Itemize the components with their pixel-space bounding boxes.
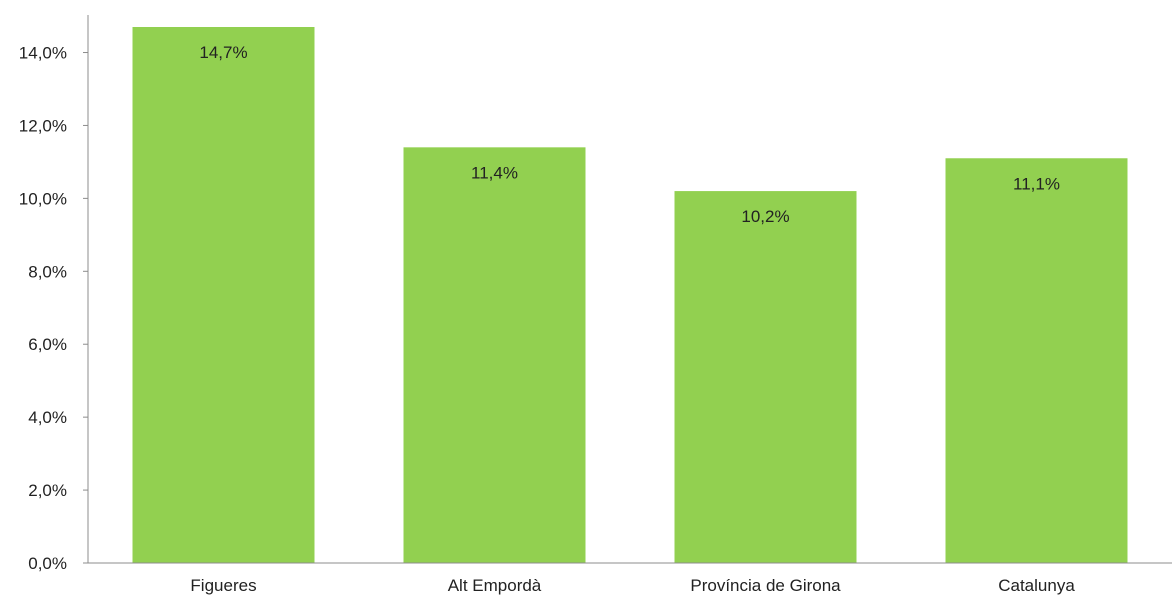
data-labels: 14,7% 11,4% 10,2% 11,1%: [199, 43, 1060, 226]
bar-data-label: 14,7%: [199, 43, 247, 62]
bar: [945, 158, 1128, 563]
bar-data-label: 10,2%: [741, 207, 789, 226]
x-category-label: Província de Girona: [690, 576, 841, 595]
y-tick-label: 12,0%: [19, 116, 67, 135]
y-tick-label: 10,0%: [19, 189, 67, 208]
y-tick-label: 14,0%: [19, 44, 67, 63]
x-category-label: Figueres: [190, 576, 256, 595]
bar: [132, 27, 315, 563]
x-category-label: Alt Empordà: [448, 576, 542, 595]
y-tick-label: 2,0%: [28, 481, 67, 500]
y-tick-label: 0,0%: [28, 554, 67, 573]
bar-data-label: 11,1%: [1013, 174, 1060, 193]
y-tick-label: 4,0%: [28, 408, 67, 427]
x-axis-labels: Figueres Alt Empordà Província de Girona Ca…: [190, 576, 1075, 595]
y-tick-label: 6,0%: [28, 335, 67, 354]
bar-data-label: 11,4%: [471, 163, 518, 182]
bar: [674, 191, 857, 563]
bar: [403, 147, 586, 563]
x-category-label: Catalunya: [998, 576, 1075, 595]
y-tick-label: 8,0%: [28, 262, 67, 281]
bars: [132, 27, 1128, 563]
y-axis-ticks: 0,0% 2,0% 4,0% 6,0% 8,0% 10,0% 12,0% 14,0%: [19, 44, 88, 573]
